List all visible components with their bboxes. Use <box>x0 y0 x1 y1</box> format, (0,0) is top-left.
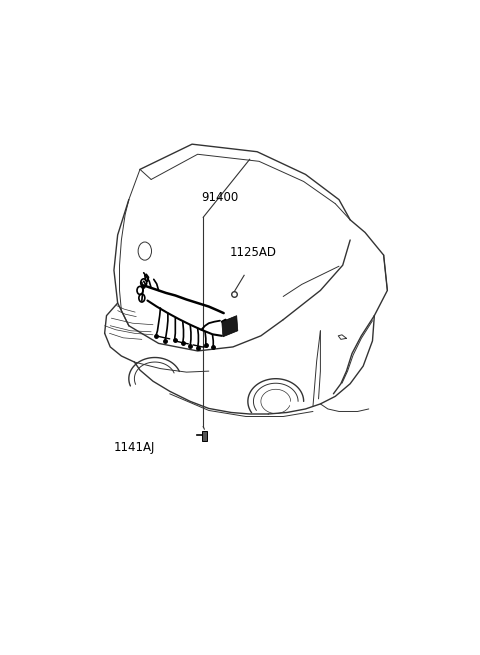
Text: 91400: 91400 <box>202 191 239 204</box>
Polygon shape <box>222 316 238 337</box>
Polygon shape <box>202 430 206 441</box>
Text: 1141AJ: 1141AJ <box>113 441 155 455</box>
Text: 1125AD: 1125AD <box>229 246 276 259</box>
